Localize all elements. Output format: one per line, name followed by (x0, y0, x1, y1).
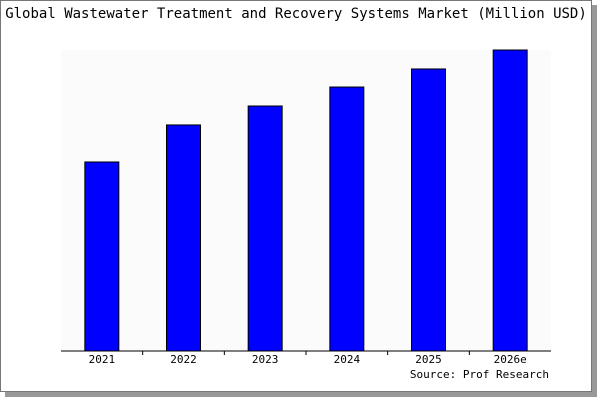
bar (247, 105, 283, 352)
x-tick-label: 2024 (334, 353, 361, 366)
x-tick-label: 2026e (494, 353, 527, 366)
plot-area (61, 50, 551, 351)
x-tick-label: 2022 (170, 353, 197, 366)
x-tick-label: 2021 (89, 353, 116, 366)
chart-title: Global Wastewater Treatment and Recovery… (5, 6, 587, 22)
x-tick-label: 2025 (415, 353, 442, 366)
bar (492, 49, 528, 352)
chart-content: Global Wastewater Treatment and Recovery… (5, 6, 587, 381)
bar (329, 86, 365, 352)
x-tick-label: 2023 (252, 353, 279, 366)
source-note: Source: Prof Research (410, 368, 549, 381)
bar (84, 161, 120, 352)
bar (166, 124, 201, 352)
bar (411, 68, 446, 352)
